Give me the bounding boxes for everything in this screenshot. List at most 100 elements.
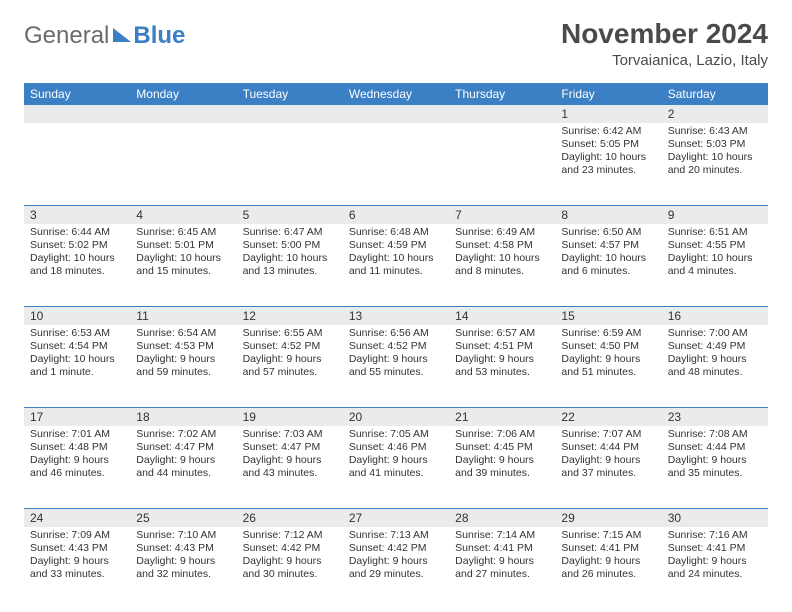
sunset-text: Sunset: 4:42 PM	[349, 542, 443, 555]
daylight1-text: Daylight: 9 hours	[136, 454, 230, 467]
empty-cell	[130, 123, 236, 205]
sunrise-text: Sunrise: 6:57 AM	[455, 327, 549, 340]
day-cell: Sunrise: 6:54 AMSunset: 4:53 PMDaylight:…	[130, 325, 236, 407]
daylight1-text: Daylight: 9 hours	[243, 555, 337, 568]
day-cell: Sunrise: 6:48 AMSunset: 4:59 PMDaylight:…	[343, 224, 449, 306]
sunset-text: Sunset: 4:52 PM	[349, 340, 443, 353]
sunset-text: Sunset: 5:00 PM	[243, 239, 337, 252]
daylight1-text: Daylight: 10 hours	[561, 151, 655, 164]
sunset-text: Sunset: 4:49 PM	[668, 340, 762, 353]
sunrise-text: Sunrise: 6:50 AM	[561, 226, 655, 239]
day-number: 29	[555, 509, 661, 527]
daylight1-text: Daylight: 9 hours	[561, 454, 655, 467]
weekday-label: Sunday	[24, 83, 130, 105]
daylight1-text: Daylight: 10 hours	[349, 252, 443, 265]
sunset-text: Sunset: 4:51 PM	[455, 340, 549, 353]
sunrise-text: Sunrise: 7:05 AM	[349, 428, 443, 441]
daylight2-text: and 24 minutes.	[668, 568, 762, 581]
day-number: 9	[662, 206, 768, 224]
brand-triangle-icon	[113, 28, 131, 42]
calendar-page: General Blue November 2024 Torvaianica, …	[0, 0, 792, 612]
sunset-text: Sunset: 4:58 PM	[455, 239, 549, 252]
daylight1-text: Daylight: 9 hours	[349, 454, 443, 467]
sunrise-text: Sunrise: 7:12 AM	[243, 529, 337, 542]
day-cell: Sunrise: 6:51 AMSunset: 4:55 PMDaylight:…	[662, 224, 768, 306]
daylight1-text: Daylight: 9 hours	[455, 454, 549, 467]
day-number: 14	[449, 307, 555, 325]
day-cell: Sunrise: 7:09 AMSunset: 4:43 PMDaylight:…	[24, 527, 130, 609]
sunset-text: Sunset: 4:47 PM	[136, 441, 230, 454]
daylight2-text: and 29 minutes.	[349, 568, 443, 581]
daylight2-text: and 6 minutes.	[561, 265, 655, 278]
daylight2-text: and 8 minutes.	[455, 265, 549, 278]
sunset-text: Sunset: 4:55 PM	[668, 239, 762, 252]
day-number: 23	[662, 408, 768, 426]
daylight2-text: and 43 minutes.	[243, 467, 337, 480]
day-cell: Sunrise: 7:15 AMSunset: 4:41 PMDaylight:…	[555, 527, 661, 609]
empty-cell	[343, 123, 449, 205]
day-number: 13	[343, 307, 449, 325]
sunrise-text: Sunrise: 7:08 AM	[668, 428, 762, 441]
day-cell: Sunrise: 7:00 AMSunset: 4:49 PMDaylight:…	[662, 325, 768, 407]
daylight2-text: and 32 minutes.	[136, 568, 230, 581]
sunset-text: Sunset: 4:46 PM	[349, 441, 443, 454]
daylight2-text: and 57 minutes.	[243, 366, 337, 379]
daylight2-text: and 48 minutes.	[668, 366, 762, 379]
daylight1-text: Daylight: 9 hours	[349, 353, 443, 366]
brand-part1: General	[24, 22, 109, 50]
day-cell: Sunrise: 7:13 AMSunset: 4:42 PMDaylight:…	[343, 527, 449, 609]
sunset-text: Sunset: 4:59 PM	[349, 239, 443, 252]
day-cell: Sunrise: 6:42 AMSunset: 5:05 PMDaylight:…	[555, 123, 661, 205]
weekday-label: Tuesday	[237, 83, 343, 105]
day-number: 28	[449, 509, 555, 527]
weekday-label: Wednesday	[343, 83, 449, 105]
daylight2-text: and 1 minute.	[30, 366, 124, 379]
day-number: 1	[555, 105, 661, 123]
sunrise-text: Sunrise: 6:59 AM	[561, 327, 655, 340]
brand-part2: Blue	[133, 22, 185, 50]
daylight1-text: Daylight: 9 hours	[561, 353, 655, 366]
empty-day-number	[449, 105, 555, 123]
sunrise-text: Sunrise: 7:02 AM	[136, 428, 230, 441]
day-number: 18	[130, 408, 236, 426]
sunset-text: Sunset: 4:41 PM	[455, 542, 549, 555]
sunrise-text: Sunrise: 7:06 AM	[455, 428, 549, 441]
daylight2-text: and 18 minutes.	[30, 265, 124, 278]
day-cell: Sunrise: 7:07 AMSunset: 4:44 PMDaylight:…	[555, 426, 661, 508]
daylight1-text: Daylight: 9 hours	[455, 555, 549, 568]
day-cell: Sunrise: 7:03 AMSunset: 4:47 PMDaylight:…	[237, 426, 343, 508]
day-cell: Sunrise: 6:43 AMSunset: 5:03 PMDaylight:…	[662, 123, 768, 205]
weekday-label: Saturday	[662, 83, 768, 105]
day-number: 5	[237, 206, 343, 224]
sunrise-text: Sunrise: 6:42 AM	[561, 125, 655, 138]
sunrise-text: Sunrise: 6:49 AM	[455, 226, 549, 239]
weekday-label: Monday	[130, 83, 236, 105]
sunset-text: Sunset: 4:48 PM	[30, 441, 124, 454]
daylight2-text: and 15 minutes.	[136, 265, 230, 278]
daylight1-text: Daylight: 9 hours	[668, 353, 762, 366]
sunset-text: Sunset: 4:54 PM	[30, 340, 124, 353]
daylight2-text: and 53 minutes.	[455, 366, 549, 379]
day-cell: Sunrise: 7:05 AMSunset: 4:46 PMDaylight:…	[343, 426, 449, 508]
daylight1-text: Daylight: 9 hours	[349, 555, 443, 568]
empty-day-number	[343, 105, 449, 123]
daylight2-text: and 33 minutes.	[30, 568, 124, 581]
daylight1-text: Daylight: 9 hours	[243, 353, 337, 366]
daylight2-text: and 35 minutes.	[668, 467, 762, 480]
day-cell: Sunrise: 6:55 AMSunset: 4:52 PMDaylight:…	[237, 325, 343, 407]
day-number: 30	[662, 509, 768, 527]
sunset-text: Sunset: 4:41 PM	[561, 542, 655, 555]
weekday-label: Friday	[555, 83, 661, 105]
day-cell: Sunrise: 6:57 AMSunset: 4:51 PMDaylight:…	[449, 325, 555, 407]
day-cell: Sunrise: 6:50 AMSunset: 4:57 PMDaylight:…	[555, 224, 661, 306]
sunset-text: Sunset: 4:42 PM	[243, 542, 337, 555]
day-cell: Sunrise: 7:10 AMSunset: 4:43 PMDaylight:…	[130, 527, 236, 609]
daylight1-text: Daylight: 10 hours	[455, 252, 549, 265]
daylight1-text: Daylight: 9 hours	[30, 555, 124, 568]
daylight2-text: and 37 minutes.	[561, 467, 655, 480]
day-cell: Sunrise: 7:01 AMSunset: 4:48 PMDaylight:…	[24, 426, 130, 508]
day-number: 17	[24, 408, 130, 426]
sunset-text: Sunset: 5:05 PM	[561, 138, 655, 151]
day-number: 15	[555, 307, 661, 325]
sunrise-text: Sunrise: 6:53 AM	[30, 327, 124, 340]
